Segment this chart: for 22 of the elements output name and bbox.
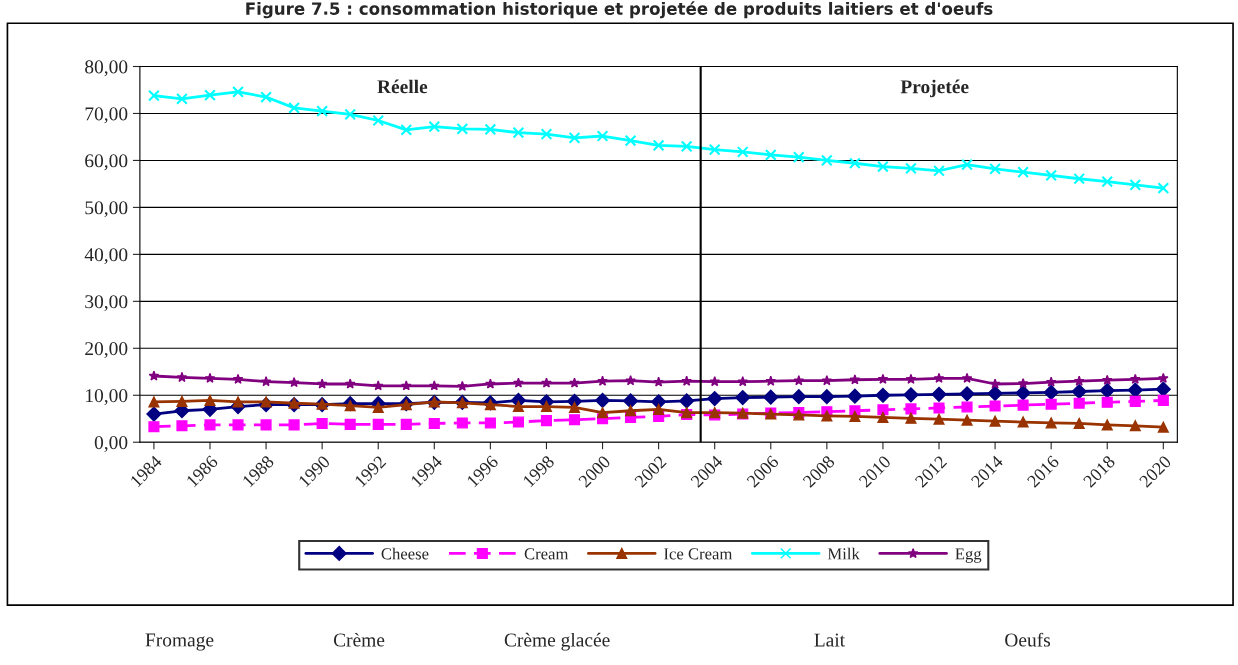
annotation: Réelle	[377, 79, 428, 94]
y-tick-label: 70,00	[85, 107, 128, 124]
text: Fromage	[145, 633, 214, 651]
text: Crème glacée	[504, 632, 610, 651]
chart-title: Figure 7.5 : consommation historique et projetée de produits laitiers et d'oeufs	[246, 1, 993, 19]
y-tick-label: 10,00	[86, 389, 128, 405]
y-tick-label: 40,00	[84, 248, 128, 265]
legend-label: Milk	[827, 547, 860, 560]
y-tick-label: 60,00	[85, 154, 128, 171]
legend-label: Cream	[524, 548, 569, 560]
y-tick-label: 50,00	[85, 201, 128, 218]
legend-label: Ice Cream	[664, 548, 733, 560]
annotation: Projetée	[900, 79, 969, 98]
legend-label: Egg	[955, 548, 982, 563]
y-tick-label: 20,00	[85, 342, 128, 359]
text: Oeufs	[1005, 632, 1051, 647]
y-tick-label: 80,00	[85, 60, 128, 77]
y-tick-label: 0,00	[94, 436, 128, 452]
y-tick-label: 30,00	[85, 295, 128, 312]
legend-label: Cheese	[381, 547, 429, 560]
text: Lait	[814, 633, 845, 647]
text: Crème	[333, 632, 385, 647]
